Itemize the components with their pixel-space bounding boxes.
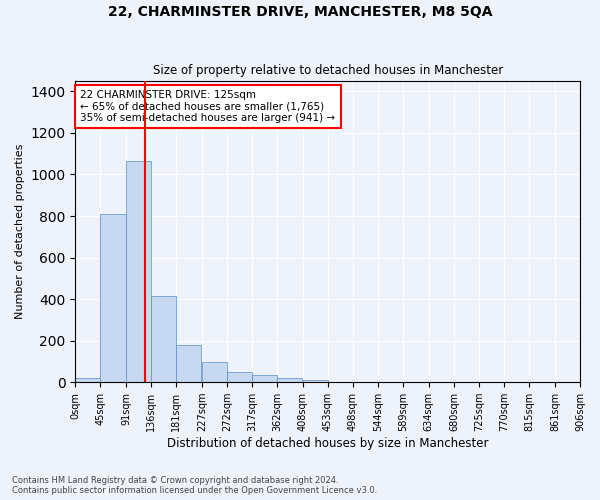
Bar [277, 378, 302, 382]
Bar [76, 378, 100, 382]
Text: 22, CHARMINSTER DRIVE, MANCHESTER, M8 5QA: 22, CHARMINSTER DRIVE, MANCHESTER, M8 5Q… [108, 5, 492, 19]
Bar [227, 372, 252, 382]
Bar [100, 214, 125, 382]
Text: Contains HM Land Registry data © Crown copyright and database right 2024.
Contai: Contains HM Land Registry data © Crown c… [12, 476, 377, 495]
X-axis label: Distribution of detached houses by size in Manchester: Distribution of detached houses by size … [167, 437, 488, 450]
Bar [252, 375, 277, 382]
Text: 22 CHARMINSTER DRIVE: 125sqm
← 65% of detached houses are smaller (1,765)
35% of: 22 CHARMINSTER DRIVE: 125sqm ← 65% of de… [80, 90, 335, 123]
Bar [151, 296, 176, 382]
Bar [126, 161, 151, 382]
Bar [202, 362, 227, 382]
Title: Size of property relative to detached houses in Manchester: Size of property relative to detached ho… [152, 64, 503, 77]
Bar [302, 380, 328, 382]
Y-axis label: Number of detached properties: Number of detached properties [15, 144, 25, 320]
Bar [176, 345, 201, 382]
